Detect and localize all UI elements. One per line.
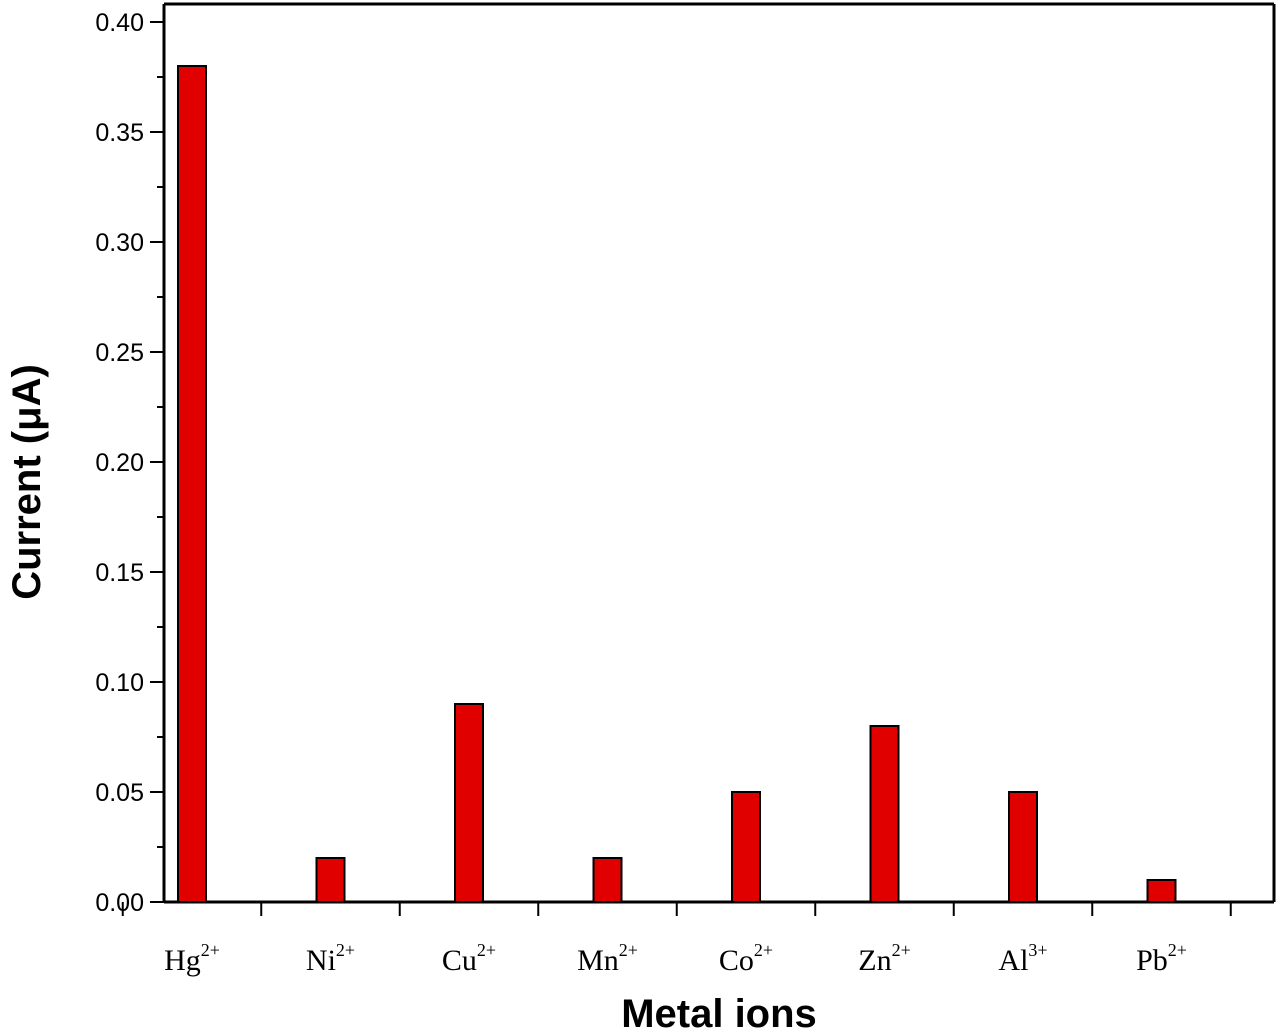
bar: [1146, 879, 1177, 903]
x-tick-label: Co2+: [719, 940, 773, 977]
bar: [177, 65, 207, 903]
x-axis: Hg2+ Ni2+ Cu2+ Mn2+ Co2+ Zn2+ Al3+ Pb2+: [121, 902, 1232, 977]
x-tick-label: Ni2+: [306, 940, 355, 977]
bar: [592, 857, 623, 903]
y-tick-label: 0.10: [95, 669, 144, 697]
y-axis-title: Current (μA): [5, 364, 49, 600]
y-axis: 0.00 0.05 0.10 0.15 0.20 0.25 0.30 0.35 0.40: [95, 9, 164, 917]
y-tick-label: 0.15: [95, 559, 144, 587]
x-tick-label: Mn2+: [577, 940, 638, 977]
y-tick-label: 0.00: [95, 889, 144, 917]
x-axis-title: Metal ions: [621, 992, 817, 1033]
y-tick-label: 0.20: [95, 449, 144, 477]
plot-frame: [162, 2, 1276, 904]
bar: [454, 703, 484, 903]
y-tick-label: 0.25: [95, 339, 144, 367]
x-tick-label: Al3+: [998, 940, 1047, 977]
x-tick-label: Cu2+: [442, 940, 496, 977]
x-tick-label: Hg2+: [164, 940, 220, 977]
x-tick-label: Pb2+: [1136, 940, 1187, 977]
y-tick-label: 0.05: [95, 779, 144, 807]
y-tick-label: 0.40: [95, 9, 144, 37]
bar: [731, 791, 761, 903]
bars: [177, 65, 1177, 903]
x-tick-label: Zn2+: [858, 940, 910, 977]
y-tick-label: 0.35: [95, 119, 144, 147]
bar: [869, 725, 900, 903]
y-tick-label: 0.30: [95, 229, 144, 257]
bar: [315, 857, 346, 903]
bar: [1008, 791, 1038, 903]
